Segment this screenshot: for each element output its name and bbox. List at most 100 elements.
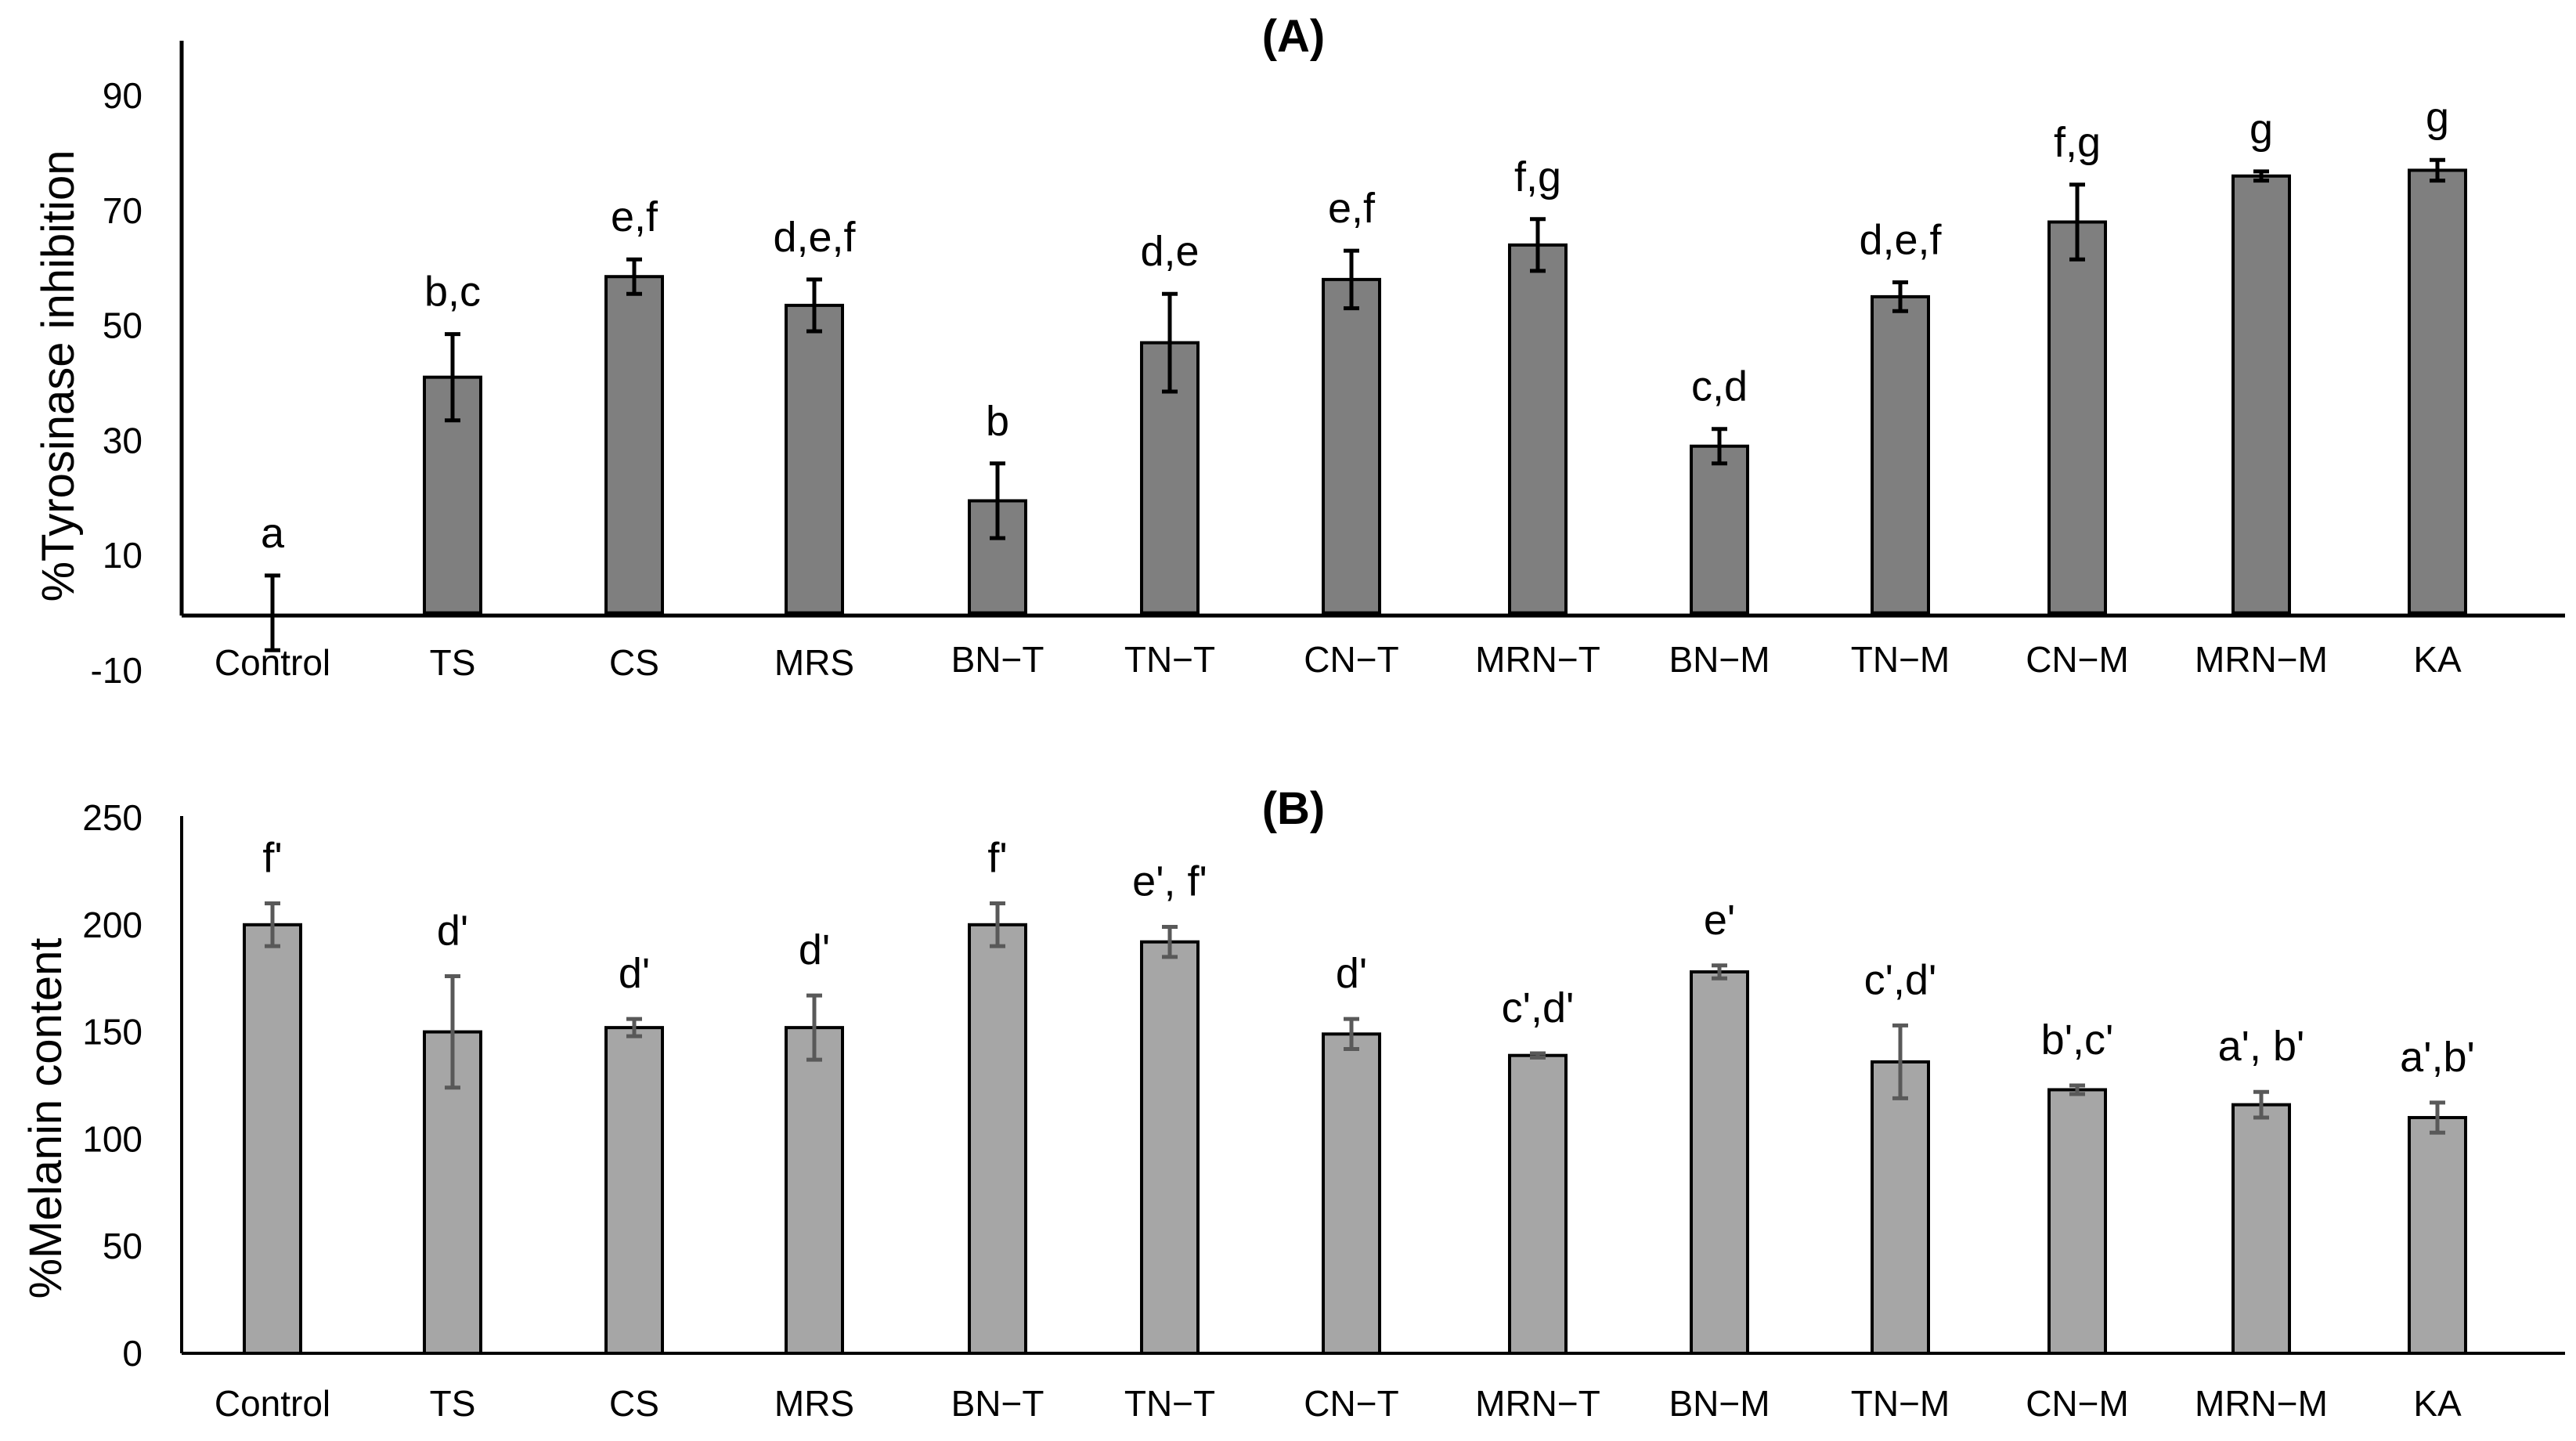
panel-b-y-tick-label: 200 bbox=[82, 905, 143, 945]
panel-a-bar-12 bbox=[2408, 168, 2467, 615]
panel-a-category-label-12: KA bbox=[2413, 639, 2462, 680]
panel-b-category-label-3: MRS bbox=[774, 1383, 854, 1424]
panel-a-bar-7 bbox=[1508, 243, 1568, 615]
panel-a-error-bar-6 bbox=[1344, 248, 1359, 311]
panel-a-significance-label-3: d,e,f bbox=[773, 214, 856, 261]
panel-a-error-bar-1 bbox=[445, 332, 460, 423]
panel-b-y-tick-label: 50 bbox=[103, 1226, 143, 1266]
panel-b-significance-label-6: d' bbox=[1336, 950, 1367, 997]
panel-a-significance-label-11: g bbox=[2249, 106, 2273, 153]
panel-a-significance-label-2: e,f bbox=[611, 193, 658, 240]
panel-a-significance-label-9: d,e,f bbox=[1859, 217, 1942, 264]
panel-a-y-tick-label: 50 bbox=[103, 305, 143, 346]
panel-b-bar-10 bbox=[2047, 1088, 2107, 1356]
panel-b-category-label-4: BN−T bbox=[951, 1383, 1044, 1424]
panel-b-category-label-5: TN−T bbox=[1124, 1383, 1215, 1424]
panel-b-error-bar-3 bbox=[806, 993, 822, 1062]
panel-b-significance-label-4: f' bbox=[987, 834, 1007, 881]
panel-a-category-label-3: MRS bbox=[774, 642, 854, 683]
panel-b-significance-label-3: d' bbox=[799, 926, 830, 973]
panel-a-bar-8 bbox=[1690, 444, 1749, 615]
panel-b-significance-label-12: a',b' bbox=[2400, 1034, 2475, 1081]
panel-a-significance-label-0: a bbox=[261, 510, 285, 557]
panel-a-significance-label-10: f,g bbox=[2054, 119, 2101, 166]
panel-b-bar-7 bbox=[1508, 1053, 1568, 1356]
panel-b-significance-label-9: c',d' bbox=[1864, 956, 1937, 1003]
panel-b-y-axis-label: %Melanin content bbox=[20, 937, 71, 1298]
panel-b-significance-label-0: f' bbox=[262, 834, 282, 881]
panel-b-significance-label-10: b',c' bbox=[2041, 1017, 2114, 1064]
panel-a-bar-10 bbox=[2047, 220, 2107, 615]
panel-b-bar-12 bbox=[2408, 1116, 2467, 1356]
panel-a-category-label-5: TN−T bbox=[1124, 639, 1215, 680]
panel-b-bar-6 bbox=[1322, 1032, 1381, 1356]
panel-a-significance-label-8: c,d bbox=[1691, 363, 1748, 410]
panel-a-bar-3 bbox=[785, 303, 844, 615]
panel-a-y-tick-label: 30 bbox=[103, 420, 143, 460]
panel-a-category-label-1: TS bbox=[430, 642, 476, 683]
panel-b-category-label-10: CN−M bbox=[2026, 1383, 2129, 1424]
panel-a-category-label-8: BN−M bbox=[1669, 639, 1770, 680]
panel-b-significance-label-7: c',d' bbox=[1502, 984, 1575, 1031]
panel-b-y-tick-label: 250 bbox=[82, 797, 143, 838]
panel-b-category-label-7: MRN−T bbox=[1475, 1383, 1600, 1424]
panel-b-category-label-2: CS bbox=[609, 1383, 659, 1424]
panel-b-error-bar-5 bbox=[1162, 925, 1178, 959]
panel-a-significance-label-5: d,e bbox=[1140, 228, 1199, 275]
panel-a-bar-2 bbox=[604, 275, 664, 615]
panel-b-error-bar-12 bbox=[2430, 1100, 2445, 1135]
panel-b-error-bar-6 bbox=[1344, 1017, 1359, 1051]
panel-a-error-bar-7 bbox=[1530, 217, 1546, 273]
panel-a-category-label-0: Control bbox=[215, 642, 330, 683]
panel-b-y-tick-label: 150 bbox=[82, 1012, 143, 1053]
panel-b-bar-4 bbox=[968, 923, 1027, 1356]
panel-b-category-label-0: Control bbox=[215, 1383, 330, 1424]
panel-a-category-label-10: CN−M bbox=[2026, 639, 2129, 680]
panel-a-error-bar-4 bbox=[990, 461, 1005, 540]
panel-b-category-label-8: BN−M bbox=[1669, 1383, 1770, 1424]
panel-b-error-bar-0 bbox=[265, 901, 280, 948]
panel-b-category-label-11: MRN−M bbox=[2195, 1383, 2328, 1424]
panel-a-significance-label-6: e,f bbox=[1328, 185, 1376, 232]
panel-a-bar-6 bbox=[1322, 277, 1381, 615]
panel-a-y-axis-label: %Tyrosinase inhibition bbox=[33, 150, 84, 601]
panel-a-y-tick-label: 70 bbox=[103, 190, 143, 231]
panel-b-category-label-9: TN−M bbox=[1851, 1383, 1950, 1424]
panel-b-error-bar-1 bbox=[445, 973, 460, 1090]
panel-b-bar-2 bbox=[604, 1026, 664, 1356]
panel-a-category-label-4: BN−T bbox=[951, 639, 1044, 680]
panel-a-title: (A) bbox=[1262, 11, 1326, 62]
panel-b: (B) %Melanin content 0 50 100 150 200 250 f' d… bbox=[20, 783, 2565, 1424]
panel-b-bar-3 bbox=[785, 1026, 844, 1356]
panel-b-bar-0 bbox=[243, 923, 302, 1356]
panel-b-bar-9 bbox=[1871, 1060, 1930, 1356]
panel-a-significance-label-7: f,g bbox=[1514, 153, 1561, 200]
panel-b-error-bar-10 bbox=[2069, 1083, 2085, 1096]
panel-a: (A) %Tyrosinase inhibition -10 10 30 50 70 90… bbox=[33, 11, 2565, 691]
panel-a-category-label-11: MRN−M bbox=[2195, 639, 2328, 680]
panel-a-error-bar-8 bbox=[1712, 427, 1727, 466]
panel-b-error-bar-9 bbox=[1892, 1023, 1908, 1100]
panel-b-significance-label-11: a', b' bbox=[2218, 1023, 2305, 1070]
panel-b-error-bar-2 bbox=[626, 1017, 642, 1038]
panel-b-y-tick-label: 100 bbox=[82, 1118, 143, 1159]
panel-a-category-label-9: TN−M bbox=[1851, 639, 1950, 680]
panel-a-bar-9 bbox=[1871, 294, 1930, 615]
panel-a-category-label-2: CS bbox=[609, 642, 659, 683]
panel-b-bar-5 bbox=[1140, 940, 1200, 1355]
panel-a-error-bar-5 bbox=[1162, 291, 1178, 394]
panel-b-error-bar-8 bbox=[1712, 963, 1727, 981]
panel-a-error-bar-3 bbox=[806, 277, 822, 334]
panel-a-error-bar-10 bbox=[2069, 182, 2085, 262]
panel-b-significance-label-2: d' bbox=[619, 950, 650, 997]
panel-a-error-bar-9 bbox=[1892, 280, 1908, 313]
panel-a-error-bar-12 bbox=[2430, 157, 2445, 183]
panel-b-error-bar-7 bbox=[1530, 1051, 1546, 1060]
panel-a-y-tick-label: 90 bbox=[103, 75, 143, 116]
panel-a-y-tick-label: 10 bbox=[103, 535, 143, 576]
panel-a-error-bar-2 bbox=[626, 257, 642, 296]
panel-b-category-label-12: KA bbox=[2413, 1383, 2462, 1424]
panel-b-bar-8 bbox=[1690, 970, 1749, 1355]
panel-a-significance-label-12: g bbox=[2426, 94, 2449, 141]
